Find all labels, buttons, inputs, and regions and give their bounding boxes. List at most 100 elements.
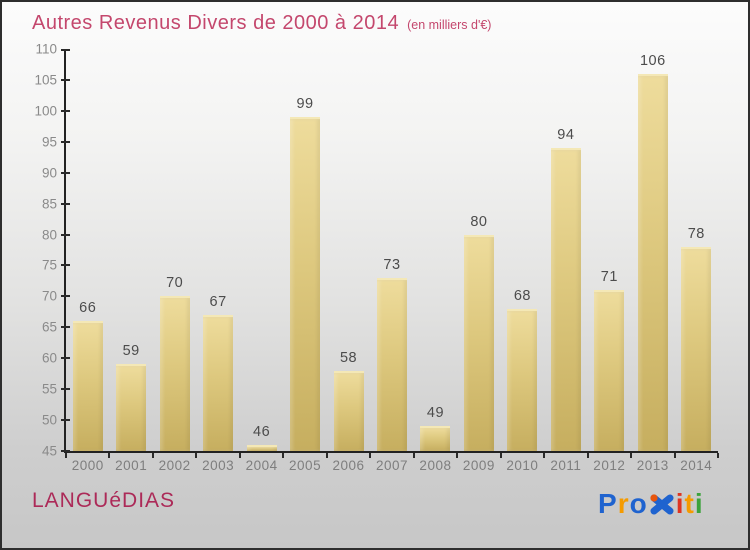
y-axis-tick-label: 105 <box>34 72 57 88</box>
bar <box>594 290 625 451</box>
x-axis-tick-mark <box>456 453 459 458</box>
x-axis-tick-mark <box>195 453 198 458</box>
bar-value-label: 78 <box>687 225 705 242</box>
x-axis-tick-mark <box>543 453 546 458</box>
x-axis-category-label: 2008 <box>419 458 452 473</box>
x-axis-tick-mark <box>282 453 285 458</box>
y-axis-tick-mark <box>61 419 70 422</box>
y-axis-tick-mark <box>61 264 70 267</box>
bar <box>463 234 494 451</box>
bar-value-label: 80 <box>470 213 488 230</box>
y-axis-tick-label: 75 <box>41 257 57 273</box>
x-axis-category-label: 2005 <box>289 458 322 473</box>
x-axis-category-label: 2004 <box>245 458 278 473</box>
bar <box>550 147 581 451</box>
x-axis-tick-mark <box>108 453 111 458</box>
chart-title: Autres Revenus Divers de 2000 à 2014 <box>32 12 400 34</box>
y-axis-tick-label: 65 <box>41 319 57 335</box>
chart-header: Autres Revenus Divers de 2000 à 2014 (en … <box>32 12 491 35</box>
x-axis-category-label: 2006 <box>332 458 365 473</box>
bar <box>637 73 668 451</box>
y-axis-tick-mark <box>61 326 70 329</box>
x-axis-tick-mark <box>630 453 633 458</box>
y-axis-tick-label: 110 <box>35 41 57 57</box>
y-axis-tick-mark <box>61 357 70 360</box>
x-axis-tick-mark <box>65 453 67 458</box>
x-axis-category-label: 2009 <box>462 458 495 473</box>
y-axis-tick-label: 100 <box>34 103 57 119</box>
y-axis-tick-mark <box>61 109 70 112</box>
x-axis-tick-mark <box>325 453 328 458</box>
x-axis-tick-mark <box>673 453 676 458</box>
y-axis-tick-mark <box>61 171 70 174</box>
y-axis-tick-label: 90 <box>41 165 57 181</box>
bar <box>72 321 103 451</box>
plot-area: 110 105 100 95 90 85 80 75 70 65 60 55 50 45 66 2000 59 2… <box>34 42 719 473</box>
x-axis-tick-mark <box>412 453 415 458</box>
bar-value-label: 106 <box>639 52 666 69</box>
y-axis-tick-mark <box>61 295 70 298</box>
logo-letter: r <box>617 488 630 519</box>
x-axis-tick-mark <box>238 453 241 458</box>
x-axis-category-label: 2007 <box>375 458 409 473</box>
x-axis-category-label: 2001 <box>115 458 148 473</box>
bar <box>333 370 364 451</box>
x-axis-category-label: 2010 <box>506 458 539 473</box>
y-axis-tick-mark <box>61 49 70 51</box>
bar <box>246 444 277 451</box>
bar <box>203 314 234 451</box>
y-axis-tick-label: 95 <box>41 134 57 150</box>
x-axis-tick-mark <box>499 453 502 458</box>
y-axis-tick-mark <box>61 388 70 391</box>
bar <box>681 246 712 451</box>
y-axis-tick-label: 80 <box>41 227 57 243</box>
bar-value-label: 71 <box>600 269 618 286</box>
logo-letter: i <box>675 488 685 519</box>
x-dots-icon <box>650 494 674 515</box>
x-axis-tick-mark <box>586 453 589 458</box>
bar <box>377 277 407 451</box>
logo-letter: o <box>629 488 648 519</box>
bar-value-label: 68 <box>513 287 531 304</box>
x-axis-category-label: 2013 <box>636 458 669 473</box>
bar-value-label: 49 <box>426 405 445 422</box>
logo-letter: t <box>684 488 695 519</box>
company-name: LANGUéDIAS <box>32 489 176 512</box>
x-axis-tick-mark <box>717 453 719 458</box>
x-axis-tick-mark <box>369 453 372 458</box>
bar <box>159 296 190 451</box>
bar-value-label: 67 <box>209 293 227 310</box>
bar-value-label: 58 <box>339 349 358 366</box>
bar-value-label: 99 <box>296 96 314 113</box>
bar-value-label: 46 <box>253 423 271 440</box>
y-axis-tick-label: 60 <box>41 350 57 366</box>
y-axis-tick-mark <box>61 450 70 452</box>
x-axis-category-label: 2000 <box>71 458 104 473</box>
x-axis-category-label: 2014 <box>680 458 713 473</box>
bar-value-label: 94 <box>557 126 575 143</box>
y-axis-tick-label: 85 <box>41 196 57 212</box>
x-axis-category-label: 2002 <box>158 458 191 473</box>
y-axis-tick-mark <box>61 140 70 143</box>
y-axis-tick-mark <box>61 202 70 205</box>
y-axis-tick-label: 55 <box>41 381 57 397</box>
x-axis-category-label: 2012 <box>593 458 626 473</box>
y-axis-tick-label: 50 <box>41 412 57 428</box>
logo-letter: i <box>694 488 704 519</box>
bar-value-label: 66 <box>79 300 97 317</box>
bar <box>290 117 321 451</box>
chart-subtitle: (en milliers d'€) <box>407 18 492 32</box>
bar-value-label: 70 <box>166 275 184 292</box>
x-axis-tick-mark <box>151 453 154 458</box>
y-axis-tick-label: 70 <box>41 288 57 304</box>
proxiti-logo[interactable]: Pro iti <box>598 488 704 520</box>
bar <box>420 426 451 451</box>
bar-value-label: 59 <box>122 343 140 360</box>
y-axis-tick-label: 45 <box>41 443 57 459</box>
bar <box>116 364 147 451</box>
logo-letter: P <box>598 488 618 519</box>
bar <box>507 308 538 451</box>
x-axis-category-label: 2003 <box>202 458 235 473</box>
x-axis-category-label: 2011 <box>550 458 582 473</box>
